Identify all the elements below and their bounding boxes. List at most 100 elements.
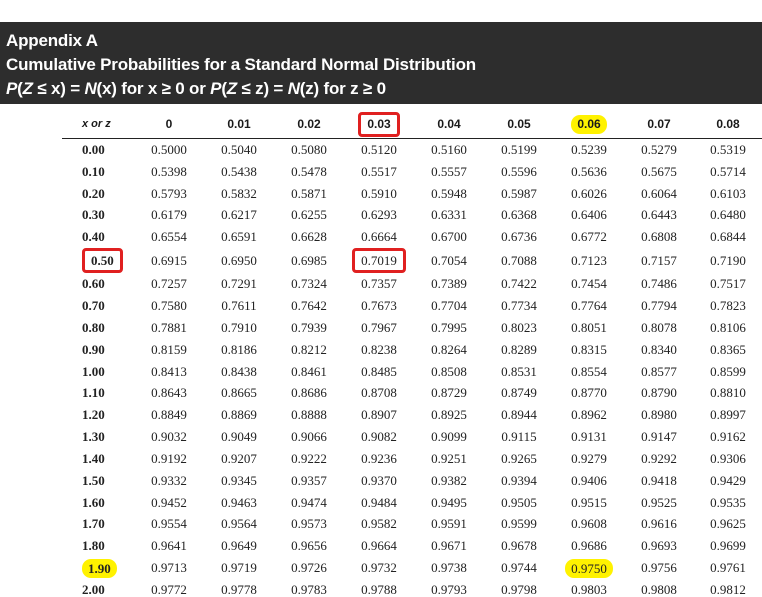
row-z-value: 0.40 [62,226,134,248]
cell-text: 0.5832 [221,185,257,201]
probability-cell: 0.5517 [344,161,414,183]
cell-text: 0.8686 [291,385,327,401]
table-row: 0.50 0.6915 0.6950 0.6985 0.7019 0.7054 0.7088… [62,248,762,274]
z-table: x or z 0 0.01 0.02 0.03 0.04 0.05 0.06 0.07 0.08 … [62,110,762,597]
cell-text: 0.5910 [361,185,397,201]
cell-text: 0.7517 [710,276,746,292]
probability-cell: 0.7019 [344,248,414,274]
cell-text: 0.9678 [501,538,537,554]
probability-cell: 0.9292 [624,448,694,470]
probability-cell: 0.8599 [694,361,762,383]
cell-text: 0.9452 [151,494,187,510]
cell-text: 0.9495 [431,494,467,510]
cell-text: 0.6443 [641,207,677,223]
cell-text: 0.8599 [710,363,746,379]
probability-cell: 0.5398 [134,161,204,183]
probability-cell: 0.9564 [204,514,274,536]
probability-cell: 0.9265 [484,448,554,470]
column-header: 0.06 [554,110,624,139]
probability-cell: 0.7580 [134,295,204,317]
cell-text: 0.9535 [710,494,746,510]
probability-cell: 0.9406 [554,470,624,492]
cell-text: 1.10 [82,385,105,401]
row-z-value: 1.10 [62,382,134,404]
probability-cell: 0.6772 [554,226,624,248]
probability-cell: 0.9452 [134,492,204,514]
probability-cell: 0.6915 [134,248,204,273]
probability-cell: 0.8708 [344,382,414,404]
probability-cell: 0.8790 [624,382,694,404]
probability-cell: 0.6331 [414,205,484,227]
probability-cell: 0.9783 [274,579,344,597]
row-z-value: 1.90 [62,557,134,579]
cell-text: 0.9147 [641,429,677,445]
cell-text: 0.9719 [221,560,257,576]
cell-text: 0.9251 [431,450,467,466]
cell-text: 0.8577 [641,363,677,379]
cell-text: 0.9357 [291,472,327,488]
probability-cell: 0.7939 [274,317,344,339]
cell-text: 0.9474 [291,494,327,510]
row-z-value: 0.50 [62,248,134,274]
probability-cell: 0.7764 [554,295,624,317]
cell-text: 0.6406 [571,207,607,223]
probability-cell: 0.5948 [414,183,484,205]
probability-cell: 0.9192 [134,448,204,470]
probability-cell: 0.9808 [624,579,694,597]
cell-text: 0.9808 [641,581,677,597]
probability-cell: 0.5080 [274,139,344,161]
probability-cell: 0.9664 [344,535,414,557]
cell-text: 0.00 [82,141,105,157]
probability-cell: 0.6443 [624,205,694,227]
probability-cell: 0.8944 [484,404,554,426]
column-header: 0.01 [204,110,274,139]
yellow-highlight: 1.90 [82,558,117,578]
probability-cell: 0.9699 [694,535,762,557]
probability-cell: 0.6950 [204,248,274,273]
cell-text: 0.9564 [221,516,257,532]
red-box-highlight: 0.7019 [352,248,406,274]
probability-cell: 0.9495 [414,492,484,514]
probability-cell: 0.9803 [554,579,624,597]
row-z-value: 1.60 [62,492,134,514]
table-row: 0.30 0.6179 0.6217 0.6255 0.6293 0.6331 0.6368… [62,205,762,227]
cell-text: 0.8438 [221,363,257,379]
probability-cell: 0.6480 [694,205,762,227]
cell-text: 1.00 [82,363,105,379]
probability-cell: 0.7422 [484,273,554,295]
probability-cell: 0.8186 [204,339,274,361]
probability-cell: 0.7257 [134,273,204,295]
table-row: 0.20 0.5793 0.5832 0.5871 0.5910 0.5948 0.5987… [62,183,762,205]
probability-cell: 0.8340 [624,339,694,361]
probability-cell: 0.9591 [414,514,484,536]
probability-cell: 0.9099 [414,426,484,448]
probability-cell: 0.7088 [484,248,554,273]
probability-cell: 0.7995 [414,317,484,339]
cell-text: 0.01 [227,117,251,131]
appendix-header: Appendix A Cumulative Probabilities for … [0,22,762,104]
probability-cell: 0.9582 [344,514,414,536]
cell-text: 0.7422 [501,276,537,292]
probability-cell: 0.9599 [484,514,554,536]
cell-text: 0.8289 [501,341,537,357]
cell-text: 0.8051 [571,319,607,335]
cell-text: 0.8925 [431,407,467,423]
cell-text: 0.7291 [221,276,257,292]
probability-cell: 0.6736 [484,226,554,248]
table-row: 0.70 0.7580 0.7611 0.7642 0.7673 0.7704 0.7734… [62,295,762,317]
cell-text: 0.9778 [221,581,257,597]
table-row: 0.90 0.8159 0.8186 0.8212 0.8238 0.8264 0.8289… [62,339,762,361]
probability-cell: 0.7642 [274,295,344,317]
cell-text: 0.9115 [501,429,537,445]
cell-text: 0.9756 [641,560,677,576]
cell-text: 0.8315 [571,341,607,357]
cell-text: 0.9525 [641,494,677,510]
probability-cell: 0.5438 [204,161,274,183]
cell-text: 0.70 [82,297,105,313]
table-row: 1.20 0.8849 0.8869 0.8888 0.8907 0.8925 0.8944… [62,404,762,426]
cell-text: 0.5714 [710,163,746,179]
probability-cell: 0.7734 [484,295,554,317]
probability-cell: 0.8770 [554,382,624,404]
row-z-value: 1.80 [62,535,134,557]
